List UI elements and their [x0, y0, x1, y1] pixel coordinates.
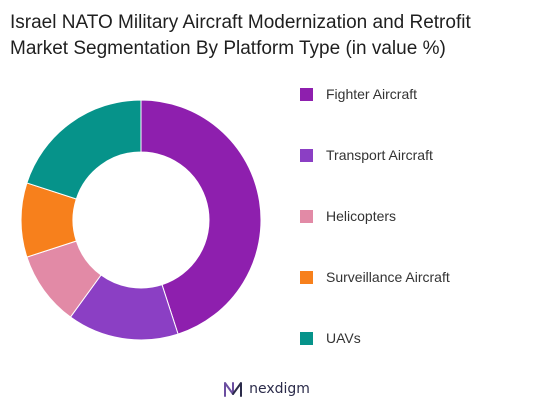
brand-logo: nexdigm — [223, 380, 310, 398]
legend-item-surveillance-aircraft: Surveillance Aircraft — [300, 267, 450, 287]
legend-item-helicopters: Helicopters — [300, 206, 396, 226]
legend-swatch-helicopters — [300, 209, 313, 223]
chart-title-line: Israel NATO Military Aircraft Modernizat… — [10, 12, 471, 33]
legend-label: UAVs — [326, 330, 361, 346]
legend-label: Transport Aircraft — [326, 147, 433, 163]
donut-slice-uavs — [26, 99, 142, 200]
legend-label: Helicopters — [326, 208, 397, 224]
chart-title: Israel NATO Military Aircraft Modernizat… — [10, 10, 525, 62]
nexdigm-logo-icon — [224, 382, 243, 397]
brand-name: nexdigm — [249, 381, 310, 397]
donut-slice-fighter-aircraft — [140, 99, 262, 335]
legend-label: Surveillance Aircraft — [326, 269, 450, 285]
footer: nexdigm — [0, 380, 533, 398]
legend-swatch-fighter-aircraft — [300, 87, 313, 101]
legend-swatch-transport-aircraft — [300, 148, 313, 162]
legend-label: Fighter Aircraft — [326, 86, 418, 102]
legend-swatch-surveillance-aircraft — [300, 270, 313, 284]
legend-item-fighter-aircraft: Fighter Aircraft — [300, 84, 417, 104]
chart-subtitle-line: Market Segmentation By Platform Type (in… — [10, 38, 446, 59]
legend-swatch-uavs — [300, 331, 313, 345]
legend-item-uavs: UAVs — [300, 328, 361, 348]
legend-item-transport-aircraft: Transport Aircraft — [300, 145, 433, 165]
